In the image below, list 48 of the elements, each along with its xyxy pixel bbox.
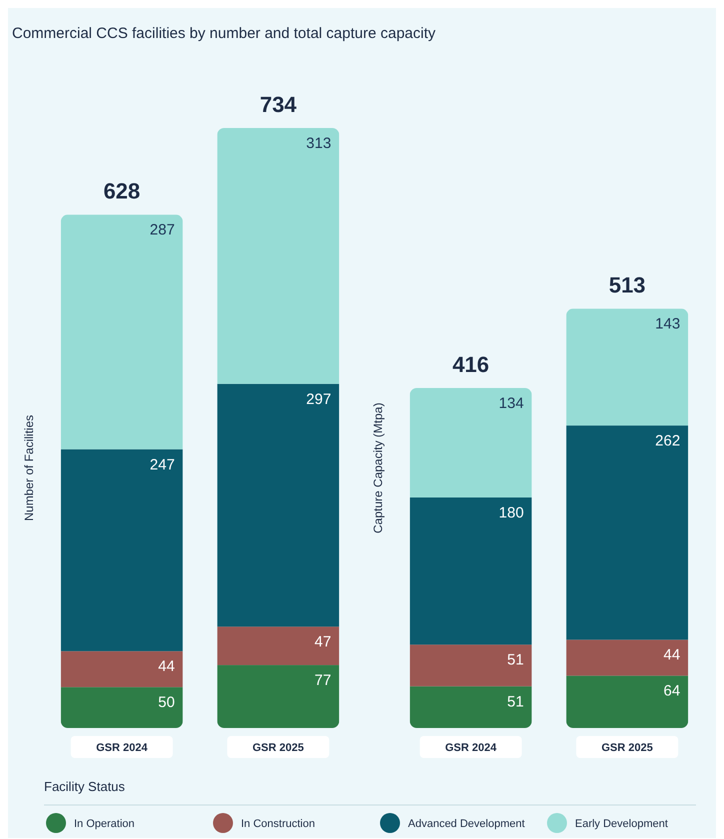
data-label: 297 — [306, 390, 332, 408]
x-tick-label: GSR 2024 — [96, 742, 148, 754]
bar — [566, 308, 688, 426]
bar — [566, 426, 688, 640]
bar — [217, 626, 340, 666]
data-label: 180 — [498, 504, 524, 522]
y-axis-title: Number of Facilities — [22, 414, 36, 522]
total-label: 513 — [608, 272, 646, 298]
bar — [410, 686, 532, 728]
bar — [217, 128, 340, 384]
bar — [410, 644, 532, 686]
total-label: 734 — [260, 92, 298, 117]
chart-title: Commercial CCS facilities by number and total capture capacity — [12, 25, 436, 42]
legend-label: Early Development — [575, 818, 668, 830]
bar — [60, 449, 183, 652]
legend-label: In Construction — [241, 818, 315, 830]
legend-label: Advanced Development — [408, 818, 525, 830]
bar — [566, 676, 688, 728]
bar — [60, 651, 183, 688]
bar — [217, 384, 340, 627]
data-label: 47 — [314, 634, 332, 651]
bar — [566, 640, 688, 676]
bar — [60, 687, 183, 728]
total-label: 416 — [452, 352, 490, 377]
data-label: 44 — [663, 646, 680, 664]
data-label: 77 — [314, 672, 332, 690]
data-label: 134 — [498, 394, 524, 412]
x-tick-label: GSR 2025 — [602, 742, 653, 754]
data-label: 262 — [655, 432, 680, 450]
data-label: 44 — [158, 658, 175, 676]
legend-title: Facility Status — [44, 779, 126, 794]
data-label: 64 — [663, 682, 680, 700]
x-tick-label: GSR 2025 — [252, 742, 304, 754]
legend-label: In Operation — [74, 818, 135, 830]
data-label: 51 — [507, 652, 524, 669]
data-label: 287 — [150, 222, 175, 239]
data-label: 51 — [507, 693, 524, 710]
x-tick-label: GSR 2024 — [445, 742, 498, 754]
bar — [410, 388, 532, 498]
data-label: 247 — [150, 456, 175, 474]
data-label: 143 — [655, 316, 680, 333]
bar — [217, 665, 340, 728]
data-label: 50 — [158, 694, 175, 712]
data-label: 313 — [306, 135, 332, 152]
bar — [60, 214, 183, 450]
total-label: 628 — [103, 178, 140, 204]
y-axis-title: Capture Capacity (Mtpa) — [371, 402, 385, 534]
bar — [410, 497, 532, 645]
